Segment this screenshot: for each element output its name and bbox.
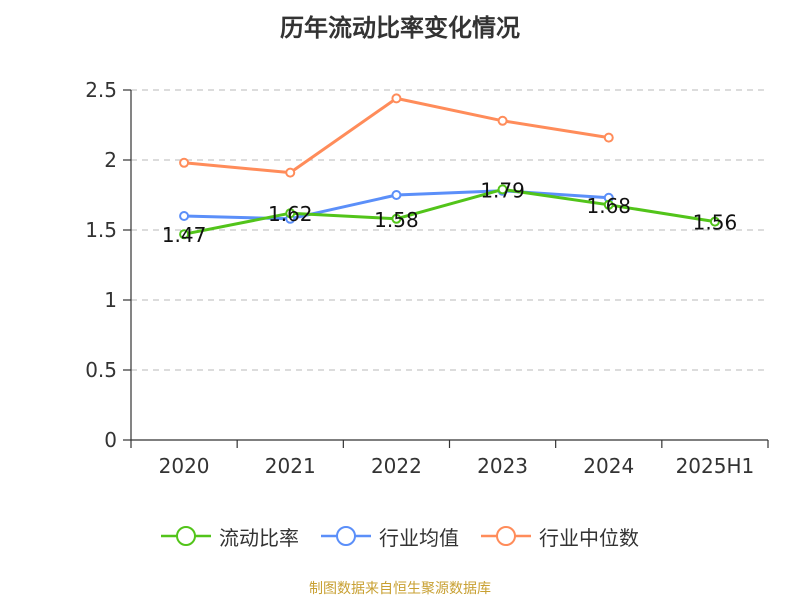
y-tick-label: 2 xyxy=(104,148,117,172)
data-label: 1.62 xyxy=(268,202,313,226)
legend-swatch xyxy=(321,526,371,546)
x-tick-label: 2025H1 xyxy=(676,454,755,478)
legend-marker xyxy=(176,526,196,546)
x-tick-label: 2022 xyxy=(371,454,422,478)
y-tick-label: 2.5 xyxy=(85,78,117,102)
data-label: 1.58 xyxy=(374,208,419,232)
data-labels: 1.47 1.62 1.58 1.79 1.68 1.56 xyxy=(162,178,737,247)
data-label: 1.47 xyxy=(162,223,207,247)
data-label: 1.79 xyxy=(480,178,525,202)
series-line xyxy=(183,187,716,236)
data-label: 1.56 xyxy=(693,211,738,235)
data-point xyxy=(285,208,296,219)
data-point xyxy=(709,216,720,227)
legend-item[interactable]: 行业中位数 xyxy=(481,522,639,551)
legend-label: 流动比率 xyxy=(219,525,299,550)
grid-lines xyxy=(131,89,768,371)
data-point xyxy=(603,199,614,210)
legend-item[interactable]: 行业均值 xyxy=(321,522,459,551)
legend-item[interactable]: 流动比率 xyxy=(161,522,299,551)
data-point xyxy=(497,184,508,195)
legend-marker xyxy=(336,526,356,546)
source-note: 制图数据来自恒生聚源数据库 xyxy=(309,581,491,597)
data-point xyxy=(603,132,614,143)
legend-label: 行业均值 xyxy=(379,525,459,550)
legend-swatch xyxy=(481,526,531,546)
x-tick-label: 2024 xyxy=(583,454,634,478)
x-tick-label: 2021 xyxy=(265,454,316,478)
data-point xyxy=(179,211,190,221)
y-tick-label: 0 xyxy=(104,428,117,452)
data-point xyxy=(285,167,296,178)
legend-label: 行业中位数 xyxy=(539,525,639,550)
data-point xyxy=(179,229,190,240)
data-point xyxy=(497,115,508,126)
data-point xyxy=(391,213,402,224)
y-tick-label: 1 xyxy=(104,288,117,312)
data-label: 1.68 xyxy=(586,194,631,218)
legend-marker xyxy=(496,526,516,546)
legend: 流动比率 行业均值 行业中位数 xyxy=(0,520,800,552)
y-tick-label: 0.5 xyxy=(85,358,117,382)
legend-swatch xyxy=(161,526,211,546)
chart-title: 历年流动比率变化情况 xyxy=(280,14,520,42)
data-point xyxy=(391,190,402,200)
x-tick-label: 2020 xyxy=(159,454,210,478)
axes: 0 0.5 1 1.5 2 2.5 2020 2021 2022 2023 2024 2025H1 xyxy=(85,78,769,478)
data-point xyxy=(391,93,402,104)
x-tick-label: 2023 xyxy=(477,454,528,478)
series-lines xyxy=(179,93,720,240)
y-tick-label: 1.5 xyxy=(85,218,117,242)
data-point xyxy=(179,157,190,168)
series-line xyxy=(183,96,609,175)
